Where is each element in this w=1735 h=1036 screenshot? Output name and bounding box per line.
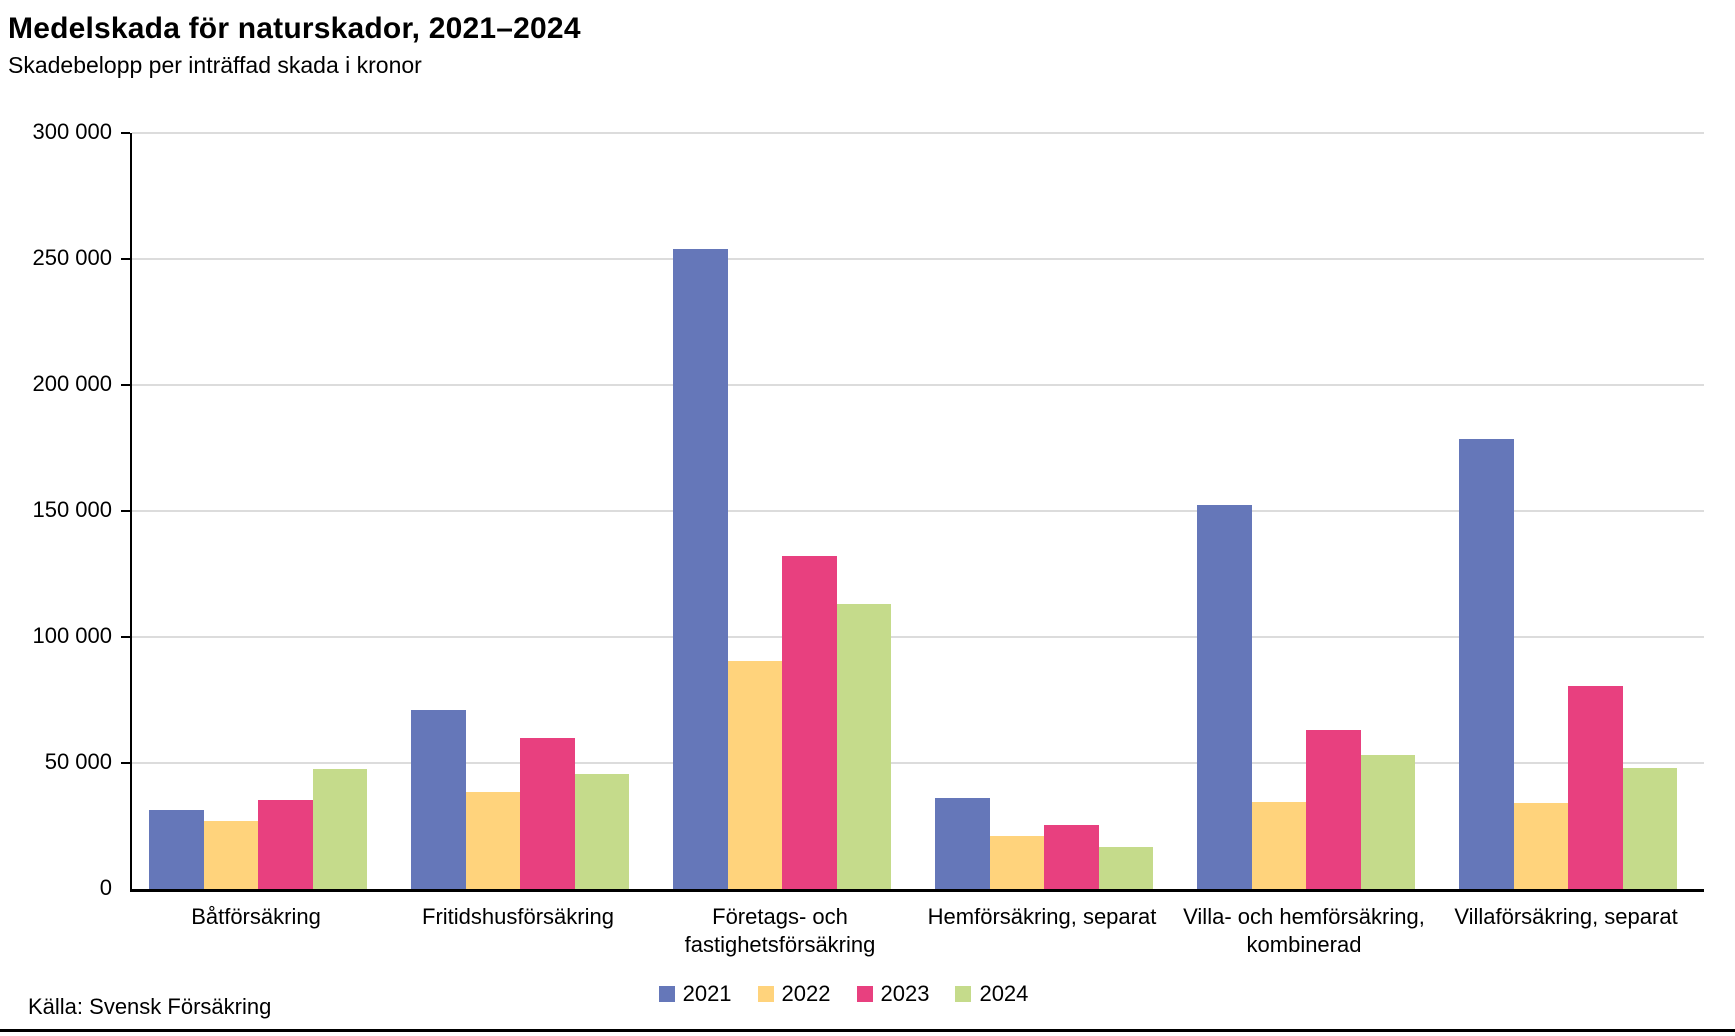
legend-item-2022: 2022 bbox=[757, 981, 831, 1007]
bar-2021-category-1 bbox=[149, 810, 204, 889]
bar-2022-category-5 bbox=[1251, 802, 1306, 889]
gridline bbox=[132, 762, 1704, 764]
bar-group-5 bbox=[1197, 505, 1415, 889]
y-axis-label: 300 000 bbox=[32, 119, 112, 144]
x-axis-label: Fritidshusförsäkring bbox=[422, 904, 614, 929]
bar-2024-category-6 bbox=[1622, 768, 1677, 889]
bar-2024-category-5 bbox=[1360, 755, 1415, 889]
legend: 2021 2022 2023 2024 bbox=[0, 981, 1711, 1007]
y-axis-label: 150 000 bbox=[32, 497, 112, 522]
gridline bbox=[132, 384, 1704, 386]
bar-2023-category-3 bbox=[782, 556, 837, 889]
y-axis-tick bbox=[121, 258, 130, 260]
y-axis-label: 100 000 bbox=[32, 623, 112, 648]
x-axis-label: Villa- och hemförsäkring, kombinerad bbox=[1183, 904, 1425, 957]
legend-swatch-2021 bbox=[658, 986, 675, 1002]
y-axis-tick bbox=[121, 132, 130, 134]
bar-2023-category-2 bbox=[520, 738, 575, 889]
y-axis-label: 0 bbox=[99, 875, 112, 900]
chart-title: Medelskada för naturskador, 2021–2024 bbox=[8, 12, 581, 45]
y-axis-tick bbox=[121, 384, 130, 386]
legend-label-2021: 2021 bbox=[682, 981, 732, 1006]
plot-area bbox=[121, 132, 1704, 892]
y-axis-label: 200 000 bbox=[32, 371, 112, 396]
bar-2021-category-5 bbox=[1197, 505, 1252, 889]
x-axis-label: Företags- och fastighetsförsäkring bbox=[684, 904, 876, 957]
bar-2022-category-2 bbox=[465, 792, 520, 889]
bar-2024-category-4 bbox=[1098, 847, 1153, 889]
bar-2021-category-4 bbox=[935, 798, 990, 889]
bar-2022-category-6 bbox=[1513, 803, 1568, 889]
x-axis-label: Båtförsäkring bbox=[191, 904, 321, 929]
legend-item-2021: 2021 bbox=[658, 981, 732, 1007]
legend-item-2023: 2023 bbox=[856, 981, 930, 1007]
bar-2023-category-4 bbox=[1044, 825, 1099, 889]
legend-swatch-2023 bbox=[856, 986, 873, 1002]
chart-subtitle: Skadebelopp per inträffad skada i kronor bbox=[8, 52, 422, 78]
bar-2021-category-2 bbox=[411, 710, 466, 889]
bar-2023-category-5 bbox=[1306, 730, 1361, 889]
bar-2023-category-6 bbox=[1568, 686, 1623, 889]
x-axis-label: Villaförsäkring, separat bbox=[1454, 904, 1678, 929]
bar-group-6 bbox=[1459, 439, 1677, 889]
legend-label-2024: 2024 bbox=[979, 981, 1029, 1006]
x-axis-label: Hemförsäkring, separat bbox=[927, 904, 1157, 929]
gridline bbox=[132, 258, 1704, 260]
legend-label-2022: 2022 bbox=[781, 981, 831, 1006]
source-note: Källa: Svensk Försäkring bbox=[28, 994, 272, 1019]
bar-2022-category-4 bbox=[989, 836, 1044, 889]
bar-2024-category-1 bbox=[312, 769, 367, 889]
y-axis-tick bbox=[121, 636, 130, 638]
gridline bbox=[132, 132, 1704, 134]
y-axis-tick bbox=[121, 762, 130, 764]
bar-2022-category-3 bbox=[727, 661, 782, 889]
bar-2024-category-2 bbox=[574, 774, 629, 889]
gridline bbox=[132, 510, 1704, 512]
bar-group-2 bbox=[411, 710, 629, 889]
bar-2021-category-6 bbox=[1459, 439, 1514, 889]
legend-swatch-2022 bbox=[757, 986, 774, 1002]
bar-2024-category-3 bbox=[836, 604, 891, 889]
bar-group-3 bbox=[673, 249, 891, 889]
legend-item-2024: 2024 bbox=[955, 981, 1028, 1007]
bar-2021-category-3 bbox=[673, 249, 728, 889]
bar-2022-category-1 bbox=[203, 821, 258, 889]
y-axis-tick bbox=[121, 510, 130, 512]
gridline bbox=[132, 636, 1704, 638]
bar-2023-category-1 bbox=[258, 800, 313, 889]
bar-group-4 bbox=[935, 798, 1153, 889]
legend-label-2023: 2023 bbox=[880, 981, 930, 1006]
bar-group-1 bbox=[149, 769, 367, 889]
bottom-divider bbox=[0, 1029, 1735, 1032]
legend-swatch-2024 bbox=[955, 986, 972, 1002]
y-axis-label: 50 000 bbox=[44, 749, 112, 774]
y-axis-label: 250 000 bbox=[32, 245, 112, 270]
